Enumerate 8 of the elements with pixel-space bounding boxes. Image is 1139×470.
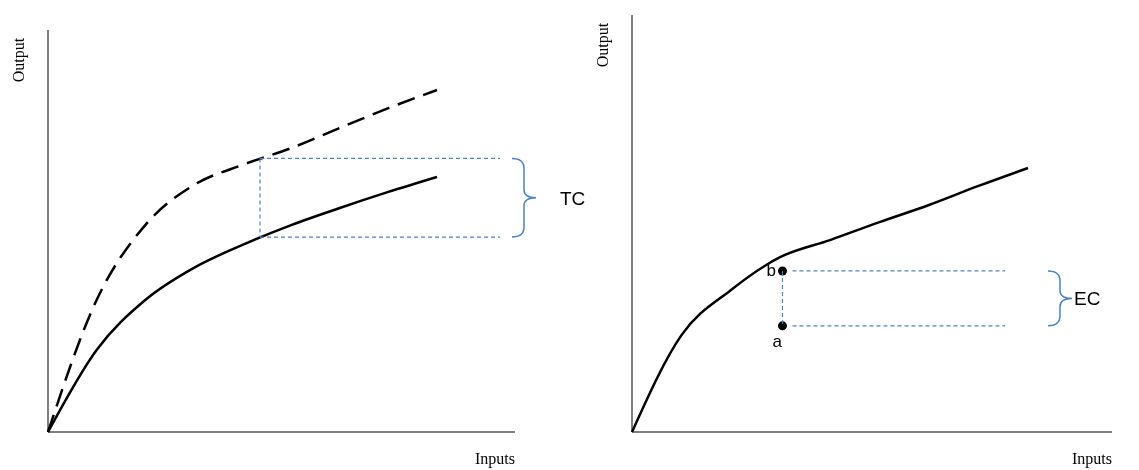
text: EC [1074, 288, 1101, 310]
text: TC [560, 187, 586, 209]
annotation: a [772, 331, 783, 351]
annotation: b [766, 260, 776, 280]
x-axis-title: Inputs [475, 450, 515, 468]
x-axis-title: Inputs [1072, 450, 1112, 468]
y-axis-title: Output [10, 37, 28, 83]
y-axis-title: Output [594, 22, 612, 68]
